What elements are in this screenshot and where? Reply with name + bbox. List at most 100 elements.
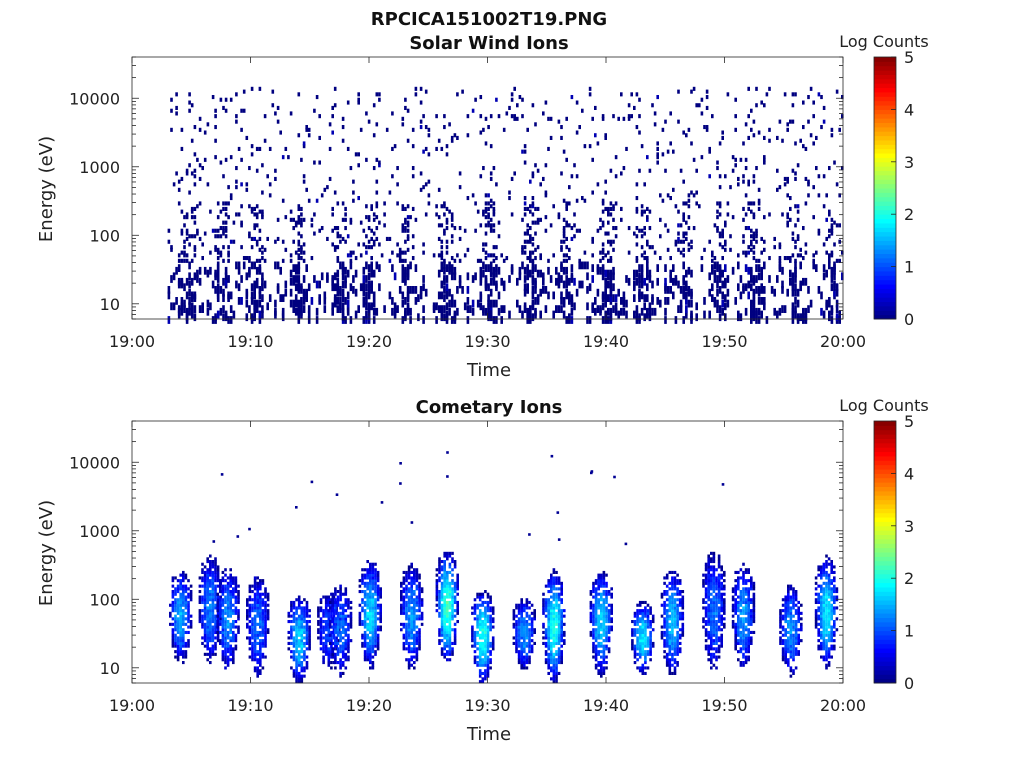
- heatmap-cell: [179, 606, 182, 610]
- heatmap-cell: [755, 231, 758, 236]
- heatmap-cell: [375, 215, 379, 220]
- heatmap-cell: [456, 584, 459, 588]
- heatmap-cell: [446, 611, 449, 615]
- heatmap-cell: [597, 581, 600, 585]
- heatmap-cell: [214, 557, 217, 561]
- heatmap-cell: [327, 663, 331, 667]
- heatmap-cell: [557, 639, 561, 643]
- heatmap-cell: [802, 256, 805, 261]
- heatmap-cell: [482, 127, 485, 132]
- heatmap-cell: [383, 305, 386, 313]
- heatmap-cell: [456, 609, 459, 613]
- heatmap-cell: [261, 215, 264, 220]
- heatmap-cell: [768, 212, 771, 217]
- heatmap-cell: [184, 622, 188, 626]
- heatmap-cell: [255, 258, 259, 263]
- heatmap-cell: [303, 652, 306, 656]
- heatmap-cell: [750, 275, 753, 283]
- heatmap-cell: [410, 576, 413, 580]
- heatmap-cell: [752, 275, 756, 283]
- heatmap-cell: [327, 598, 331, 602]
- heatmap-cell: [226, 641, 230, 645]
- heatmap-cell: [182, 622, 185, 626]
- heatmap-cell: [487, 307, 490, 316]
- heatmap-cell: [747, 114, 750, 119]
- heatmap-cell: [752, 119, 756, 124]
- heatmap-cell: [555, 671, 558, 675]
- heatmap-cell: [481, 614, 485, 618]
- heatmap-cell: [478, 650, 482, 654]
- heatmap-cell: [198, 116, 202, 121]
- heatmap-cell: [492, 316, 496, 324]
- heatmap-cell: [562, 198, 566, 203]
- heatmap-cell: [476, 606, 479, 610]
- heatmap-cell: [807, 119, 810, 124]
- heatmap-cell: [487, 220, 490, 225]
- heatmap-cell: [841, 272, 844, 281]
- heatmap-cell: [196, 204, 199, 209]
- heatmap-cell: [182, 595, 185, 599]
- heatmap-cell: [531, 258, 535, 263]
- heatmap-cell: [358, 611, 362, 615]
- heatmap-cell: [812, 261, 815, 270]
- heatmap-cell: [290, 666, 293, 670]
- heatmap-cell: [405, 625, 408, 629]
- heatmap-cell: [547, 644, 550, 648]
- heatmap-cell: [600, 595, 603, 599]
- heatmap-cell: [685, 201, 688, 206]
- heatmap-cell: [369, 606, 372, 610]
- heatmap-cell: [174, 636, 177, 640]
- heatmap-cell: [536, 206, 540, 211]
- heatmap-cell: [264, 592, 267, 596]
- heatmap-cell: [414, 86, 418, 91]
- heatmap-cell: [221, 598, 225, 602]
- heatmap-cell: [446, 587, 449, 591]
- heatmap-cell: [592, 609, 595, 613]
- heatmap-cell: [476, 603, 479, 607]
- heatmap-cell: [489, 606, 492, 610]
- heatmap-cell: [568, 223, 571, 228]
- heatmap-cell: [440, 603, 444, 607]
- heatmap-cell: [346, 100, 350, 105]
- heatmap-cell: [179, 600, 182, 604]
- heatmap-cell: [841, 95, 844, 100]
- heatmap-cell: [446, 579, 449, 583]
- heatmap-cell: [685, 291, 688, 300]
- heatmap-cell: [534, 286, 537, 294]
- heatmap-cell: [224, 666, 227, 670]
- heatmap-cell: [523, 266, 527, 275]
- heatmap-cell: [418, 641, 421, 645]
- heatmap-cell: [188, 288, 191, 297]
- heatmap-cell: [542, 592, 545, 596]
- heatmap-cell: [407, 568, 411, 572]
- heatmap-cell: [310, 223, 314, 228]
- heatmap-cell: [413, 611, 416, 615]
- heatmap-cell: [757, 198, 761, 203]
- heatmap-cell: [206, 639, 209, 643]
- heatmap-cell: [760, 297, 763, 305]
- heatmap-cell: [755, 239, 758, 244]
- heatmap-cell: [214, 114, 217, 119]
- heatmap-cell: [791, 92, 795, 97]
- heatmap-cell: [592, 633, 595, 637]
- heatmap-cell: [209, 630, 212, 634]
- heatmap-cell: [182, 592, 185, 596]
- heatmap-cell: [366, 650, 369, 654]
- heatmap-cell: [365, 310, 368, 319]
- heatmap-cell: [560, 650, 563, 654]
- heatmap-cell: [339, 644, 342, 648]
- heatmap-cell: [206, 573, 209, 577]
- heatmap-cell: [456, 573, 459, 577]
- heatmap-cell: [410, 581, 413, 585]
- heatmap-cell: [179, 617, 182, 621]
- heatmap-cell: [484, 614, 487, 618]
- heatmap-cell: [588, 283, 592, 292]
- heatmap-cell: [374, 570, 377, 574]
- heatmap-cell: [259, 595, 262, 599]
- heatmap-cell: [530, 630, 534, 634]
- heatmap-cell: [516, 277, 519, 286]
- heatmap-cell: [206, 614, 209, 618]
- heatmap-cell: [471, 633, 474, 637]
- heatmap-cell: [531, 196, 535, 201]
- heatmap-cell: [376, 598, 380, 602]
